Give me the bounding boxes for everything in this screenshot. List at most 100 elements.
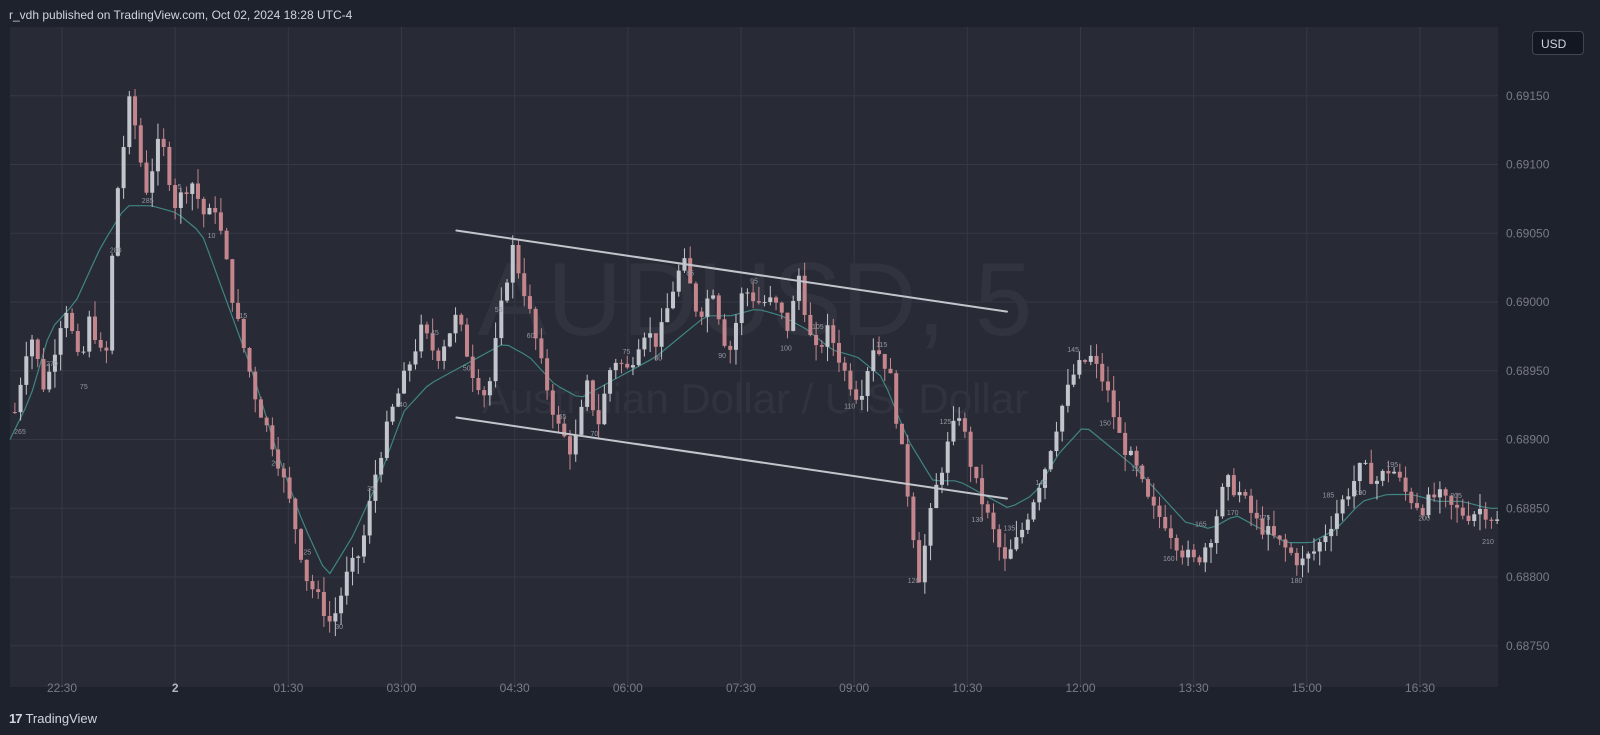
candle <box>636 339 641 367</box>
candle-body <box>493 338 498 382</box>
candle-body <box>213 207 218 213</box>
candle <box>459 313 464 332</box>
candle <box>1426 487 1431 519</box>
candle <box>442 339 447 370</box>
candle <box>430 318 435 360</box>
candle-body <box>882 354 887 369</box>
candle <box>619 359 624 374</box>
candle <box>1117 400 1122 434</box>
candle-body <box>745 292 750 294</box>
channel-line[interactable] <box>455 229 1008 313</box>
candle-body <box>1363 462 1368 464</box>
candle <box>716 292 721 325</box>
candle-body <box>1420 507 1425 516</box>
candle <box>390 403 395 425</box>
candle <box>1071 364 1076 388</box>
candle-body <box>133 96 138 126</box>
candle-body <box>653 333 658 347</box>
price-axis[interactable]: 0.69150 0.69100 0.69050 0.69000 0.68950 0.689… <box>1506 89 1550 653</box>
candle-body <box>1317 542 1322 552</box>
bar-count-label: 120 <box>908 578 920 585</box>
candle <box>356 555 361 574</box>
candle <box>1357 462 1362 495</box>
footer: 17 TradingView <box>0 705 1600 735</box>
price-tick-label: 0.68950 <box>1506 364 1550 378</box>
bar-count-label: 90 <box>718 353 726 360</box>
candle <box>236 288 241 322</box>
price-chart[interactable]: AUDUSD, 5 Australian Dollar / U.S. Dolla… <box>0 0 1600 705</box>
candle-body <box>64 312 69 329</box>
candle-body <box>716 295 721 320</box>
candle-body <box>579 406 584 435</box>
candle-body <box>527 296 532 309</box>
candle <box>545 349 550 400</box>
candle-body <box>1100 363 1105 382</box>
candle-body <box>310 581 315 590</box>
candle-body <box>35 339 40 359</box>
candle <box>1449 494 1454 520</box>
candle <box>836 329 841 373</box>
channel-line[interactable] <box>455 416 1008 500</box>
candle-body <box>75 331 80 352</box>
candle-body <box>1083 360 1088 362</box>
candle <box>1397 463 1402 482</box>
candle <box>58 320 63 371</box>
candle-body <box>1220 486 1225 517</box>
candle <box>1163 504 1168 532</box>
candle <box>1174 534 1179 561</box>
publish-header: r_vdh published on TradingView.com, Oct … <box>0 0 1600 30</box>
candle-body <box>299 529 304 560</box>
candle <box>1140 464 1145 483</box>
time-tick-label: 06:00 <box>613 681 643 695</box>
candle <box>516 239 521 279</box>
candle-body <box>293 498 298 530</box>
candle-body <box>505 282 510 301</box>
candle-body <box>1157 505 1162 517</box>
candle-body <box>625 363 630 368</box>
candle <box>980 464 985 521</box>
candle-body <box>98 340 103 348</box>
candle-body <box>1449 495 1454 505</box>
channel-lines[interactable] <box>455 229 1008 500</box>
candle-body <box>253 371 258 400</box>
price-tick-label: 0.68750 <box>1506 639 1550 653</box>
candle-body <box>567 436 573 455</box>
candle-body <box>728 345 733 350</box>
candle-body <box>1071 374 1076 385</box>
candle <box>121 135 126 199</box>
bar-count-label: 135 <box>1003 526 1015 533</box>
bar-count-label: 75 <box>80 384 88 391</box>
bar-count-label: 80 <box>654 355 662 362</box>
symbol-watermark: AUDUSD, 5 Australian Dollar / U.S. Dolla… <box>478 242 1033 422</box>
currency-button[interactable]: USD <box>1532 31 1584 55</box>
tradingview-logo[interactable]: 17 TradingView <box>9 711 97 726</box>
candle <box>499 287 504 345</box>
candle <box>596 394 601 438</box>
candle-body <box>12 412 17 413</box>
candle <box>985 500 990 519</box>
time-tick-label: 22:30 <box>47 681 77 695</box>
candle-body <box>1151 496 1156 506</box>
price-tick-label: 0.68900 <box>1506 433 1550 447</box>
candle <box>722 313 727 348</box>
bar-count-label: 10 <box>208 233 216 240</box>
candle <box>424 321 429 339</box>
time-axis[interactable]: 22:30 2 01:30 03:00 04:30 06:00 07:30 09:00 10:3… <box>47 681 1435 695</box>
candle-body <box>287 477 292 499</box>
candle <box>585 374 590 411</box>
candle <box>224 227 229 260</box>
candle <box>12 402 17 415</box>
candle <box>1111 375 1116 430</box>
moving-average-line <box>9 205 1498 575</box>
candle-body <box>854 389 859 400</box>
candle-body <box>1334 513 1339 529</box>
candle <box>642 332 647 357</box>
candle-body <box>596 410 601 425</box>
candle-body <box>939 472 945 485</box>
candle <box>493 322 498 388</box>
candle-body <box>321 591 326 616</box>
candle <box>1294 548 1299 576</box>
candle <box>195 169 201 209</box>
candle-body <box>236 302 241 319</box>
candle-body <box>831 325 836 343</box>
